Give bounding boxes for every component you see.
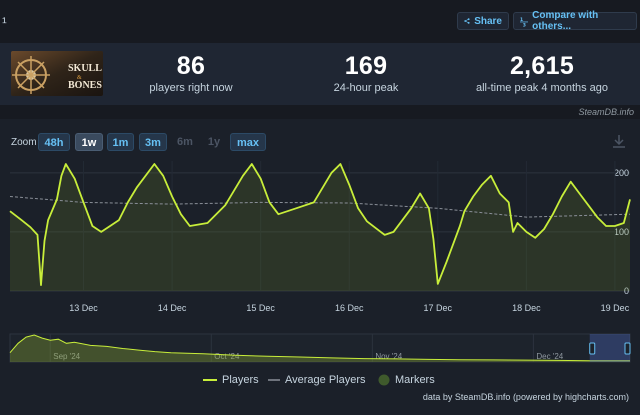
navigator-line xyxy=(9,334,631,362)
share-icon xyxy=(464,18,470,24)
compare-label: Compare with others... xyxy=(532,10,599,32)
stat-current-value: 86 xyxy=(176,52,206,80)
y-tick-label: 200 xyxy=(614,168,629,178)
logo-text-bones: BONES xyxy=(68,80,102,91)
stats-panel: SKULL & BONES 86 players right now 169 2… xyxy=(0,43,640,105)
zoom-1w-button[interactable]: 1w xyxy=(75,133,103,151)
y-tick-label: 0 xyxy=(624,286,629,296)
corner-glyph: ¹ xyxy=(2,14,7,30)
stat-alltime-label: all-time peak 4 months ago xyxy=(475,82,609,94)
legend-players-swatch xyxy=(203,379,217,381)
credit-bottom[interactable]: data by SteamDB.info (powered by highcha… xyxy=(422,392,629,402)
zoom-1y-button[interactable]: 1y xyxy=(207,136,221,148)
legend-markers[interactable]: Markers xyxy=(378,374,435,386)
players-line[interactable] xyxy=(9,163,631,286)
zoom-48h-button[interactable]: 48h xyxy=(38,133,70,151)
svg-text:3: 3 xyxy=(523,22,526,27)
players-area xyxy=(10,164,630,291)
game-logo[interactable]: SKULL & BONES xyxy=(11,51,103,96)
y-tick-label: 100 xyxy=(614,227,629,237)
chart-area: Zoom 48h 1w 1m 3m 6m 1y max 0 100 200 13 De… xyxy=(0,119,640,415)
top-bar: ¹ Share 1 3 Compare with others... xyxy=(0,0,640,40)
stat-24h-value: 169 xyxy=(344,52,388,80)
navigator-tick-label: Dec '24 xyxy=(536,352,563,361)
download-icon[interactable] xyxy=(612,134,626,148)
legend-markers-swatch xyxy=(378,374,390,386)
x-tick-label: 19 Dec xyxy=(601,303,630,313)
x-tick-label: 18 Dec xyxy=(512,303,541,313)
main-chart[interactable]: 0 100 200 13 Dec 14 Dec 15 Dec 16 Dec 17 Dec 18 … xyxy=(0,157,640,327)
svg-text:1: 1 xyxy=(520,17,523,23)
stat-alltime-peak: 2,615 all-time peak 4 months ago xyxy=(462,51,622,95)
average-players-line[interactable] xyxy=(9,196,631,218)
legend-average-label: Average Players xyxy=(285,374,366,386)
zoom-3m-button[interactable]: 3m xyxy=(139,133,167,151)
logo-text-amp: & xyxy=(77,75,82,81)
logo-text-skull: SKULL xyxy=(68,63,102,74)
x-tick-label: 13 Dec xyxy=(69,303,98,313)
x-tick-label: 15 Dec xyxy=(246,303,275,313)
zoom-label: Zoom xyxy=(11,137,37,148)
navigator-area xyxy=(10,335,630,362)
navigator-tick-label: Sep '24 xyxy=(53,352,80,361)
legend-players[interactable]: Players xyxy=(203,374,259,386)
stat-24h-peak: 169 24-hour peak xyxy=(306,51,426,95)
zoom-max-button[interactable]: max xyxy=(230,133,266,151)
legend-players-label: Players xyxy=(222,374,259,386)
share-button[interactable]: Share xyxy=(457,12,509,30)
compare-button[interactable]: 1 3 Compare with others... xyxy=(513,10,637,32)
navigator-tick-label: Nov '24 xyxy=(375,352,402,361)
navigator-selection[interactable] xyxy=(589,334,630,362)
zoom-6m-button[interactable]: 6m xyxy=(177,136,193,148)
navigator-handle-right[interactable] xyxy=(624,342,631,355)
legend-markers-label: Markers xyxy=(395,374,435,386)
x-tick-label: 17 Dec xyxy=(424,303,453,313)
navigator-tick-label: Oct '24 xyxy=(214,352,240,361)
stat-current-label: players right now xyxy=(149,82,233,94)
stat-alltime-value: 2,615 xyxy=(509,52,575,80)
navigator-handle-left[interactable] xyxy=(589,342,596,355)
zoom-1m-button[interactable]: 1m xyxy=(107,133,134,151)
legend-average-swatch xyxy=(268,379,280,381)
navigator-chart[interactable]: Sep '24 Oct '24 Nov '24 Dec '24 xyxy=(0,333,640,363)
compare-icon: 1 3 xyxy=(520,17,529,27)
steamdb-credit-top[interactable]: SteamDB.info xyxy=(578,107,634,117)
game-logo-image: SKULL & BONES xyxy=(11,51,103,96)
legend-average[interactable]: Average Players xyxy=(268,374,366,386)
stat-24h-label: 24-hour peak xyxy=(333,82,399,94)
stat-current-players: 86 players right now xyxy=(141,51,241,95)
x-tick-label: 14 Dec xyxy=(158,303,187,313)
x-tick-label: 16 Dec xyxy=(335,303,364,313)
share-label: Share xyxy=(474,15,502,27)
